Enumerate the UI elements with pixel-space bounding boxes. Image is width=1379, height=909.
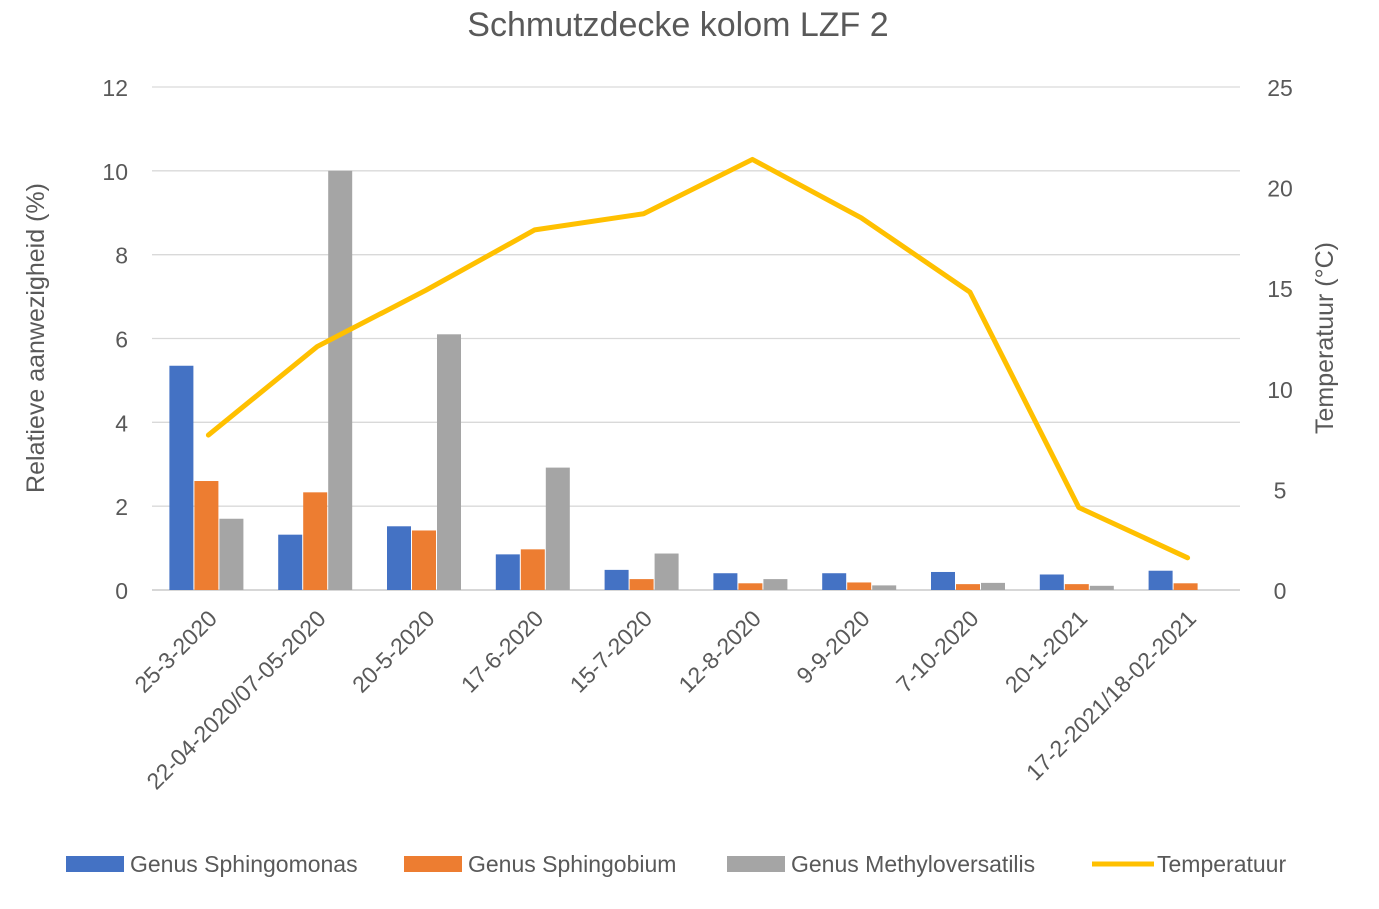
bar-genus-sphingobium-20-5-2020 [412,530,436,590]
legend-swatch [66,856,124,872]
bar-genus-methyloversatilis-15-7-2020 [655,554,679,590]
legend-label: Temperatuur [1157,851,1286,877]
x-tick-label: 7-10-2020 [891,605,984,698]
bar-genus-methyloversatilis-17-6-2020 [546,468,570,590]
x-tick-label: 20-1-2021 [1000,605,1093,698]
bar-genus-sphingomonas-7-10-2020 [931,572,955,590]
bar-genus-sphingobium-15-7-2020 [630,579,654,590]
legend-label: Genus Sphingobium [468,851,676,877]
bar-genus-sphingobium-12-8-2020 [738,583,762,590]
y2-tick-label: 0 [1274,578,1287,604]
y-tick-label: 4 [115,410,128,436]
bar-genus-methyloversatilis-12-8-2020 [763,579,787,590]
bar-genus-methyloversatilis-20-5-2020 [437,334,461,590]
x-tick-label: 12-8-2020 [673,605,766,698]
x-tick-label: 20-5-2020 [347,605,440,698]
y2-tick-label: 20 [1267,176,1293,202]
bar-genus-sphingobium-17-6-2020 [521,549,545,590]
bar-genus-sphingobium-22-04-2020-07-05-2020 [303,492,327,590]
bar-genus-sphingomonas-22-04-2020-07-05-2020 [278,535,302,590]
y-tick-label: 12 [102,75,128,101]
temperature-line [208,159,1187,558]
y-tick-label: 8 [115,243,128,269]
x-tick-label: 9-9-2020 [791,605,874,688]
bar-genus-sphingomonas-17-2-2021-18-02-2021 [1149,571,1173,590]
bar-genus-methyloversatilis-25-3-2020 [219,519,243,590]
bar-genus-sphingomonas-15-7-2020 [605,570,629,590]
bar-genus-sphingobium-7-10-2020 [956,584,980,590]
bar-genus-sphingomonas-17-6-2020 [496,554,520,590]
bar-genus-sphingomonas-12-8-2020 [713,573,737,590]
legend-item-genus-methyloversatilis: Genus Methyloversatilis [727,851,1035,877]
bar-genus-methyloversatilis-22-04-2020-07-05-2020 [328,171,352,590]
y-tick-label: 6 [115,327,128,353]
bar-genus-methyloversatilis-7-10-2020 [981,583,1005,590]
legend-swatch [404,856,462,872]
y2-axis-label: Temperatuur (°C) [1311,242,1339,434]
y2-tick-label: 10 [1267,377,1293,403]
chart-title: Schmutzdecke kolom LZF 2 [467,6,888,44]
line-temperatuur [208,159,1187,557]
x-tick-label: 25-3-2020 [129,605,222,698]
bar-genus-sphingobium-9-9-2020 [847,582,871,590]
legend-item-temperatuur: Temperatuur [1092,851,1286,877]
x-tick-label: 17-6-2020 [456,605,549,698]
x-tick-label: 15-7-2020 [565,605,658,698]
bar-genus-sphingomonas-25-3-2020 [169,366,193,590]
left-axis-ticks: 0 2 4 6 8 10 12 [102,75,128,604]
bar-genus-sphingobium-20-1-2021 [1065,584,1089,590]
legend-item-genus-sphingomonas: Genus Sphingomonas [66,851,358,877]
bar-genus-sphingomonas-9-9-2020 [822,573,846,590]
legend-item-genus-sphingobium: Genus Sphingobium [404,851,676,877]
bar-genus-methyloversatilis-9-9-2020 [872,585,896,590]
y-tick-label: 0 [115,578,128,604]
y-tick-label: 10 [102,159,128,185]
bars [169,171,1197,590]
bar-genus-sphingomonas-20-1-2021 [1040,574,1064,590]
bar-genus-methyloversatilis-20-1-2021 [1090,586,1114,590]
y2-tick-label: 15 [1267,276,1293,302]
bar-genus-sphingobium-25-3-2020 [194,481,218,590]
bar-genus-sphingobium-17-2-2021-18-02-2021 [1174,583,1198,590]
y2-tick-label: 25 [1267,75,1293,101]
legend-label: Genus Sphingomonas [130,851,358,877]
legend-label: Genus Methyloversatilis [791,851,1035,877]
legend: Genus Sphingomonas Genus Sphingobium Genus… [66,851,1286,877]
right-axis-ticks: 0 5 10 15 20 25 [1267,75,1293,604]
y-axis-label: Relatieve aanwezigheid (%) [22,183,50,493]
legend-swatch [727,856,785,872]
x-tick-label: 22-04-2020/07-05-2020 [141,605,330,794]
y-tick-label: 2 [115,494,128,520]
bar-genus-sphingomonas-20-5-2020 [387,526,411,590]
y2-tick-label: 5 [1274,477,1287,503]
